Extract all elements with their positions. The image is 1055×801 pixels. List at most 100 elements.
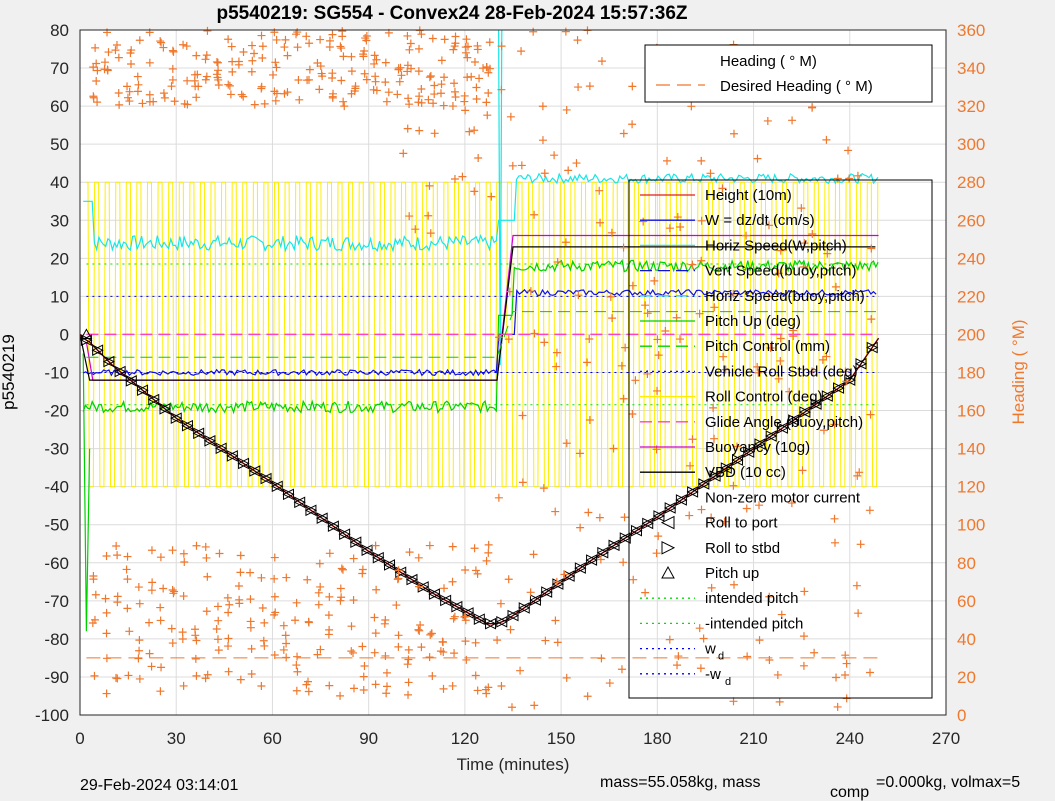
heading-point: [449, 45, 458, 54]
heading-point: [258, 42, 267, 51]
heading-point: [608, 314, 617, 323]
heading-point: [336, 42, 345, 51]
heading-point: [518, 478, 527, 487]
heading-point: [652, 549, 661, 558]
heading-point: [576, 523, 585, 532]
heading-point: [156, 616, 165, 625]
heading-point: [799, 661, 808, 670]
roll-marker: [484, 617, 497, 630]
legend-swatch: [661, 565, 675, 579]
heading-point: [236, 568, 245, 577]
heading-point: [448, 577, 457, 586]
heading-point: [654, 351, 663, 360]
heading-point: [406, 39, 415, 48]
heading-point: [135, 646, 144, 655]
heading-point: [325, 42, 334, 51]
x-tick-label: 180: [643, 729, 671, 748]
heading-point: [665, 224, 674, 233]
heading-point: [753, 154, 762, 163]
heading-point: [414, 553, 423, 562]
heading-point: [776, 246, 785, 255]
heading-point: [800, 239, 809, 248]
heading-point: [194, 82, 203, 91]
roll-marker: [607, 539, 620, 552]
pitch-control-line: [86, 311, 879, 358]
heading-point: [213, 635, 222, 644]
roll-marker: [360, 544, 373, 557]
roll-marker: [866, 341, 878, 354]
heading-point: [89, 572, 98, 581]
heading-point: [426, 229, 435, 238]
heading-point: [272, 63, 281, 72]
heading-point: [257, 82, 266, 91]
heading-point: [774, 269, 783, 278]
legend-label: W = dz/dt (cm/s): [705, 212, 815, 229]
legend-label: Roll to port: [705, 515, 778, 532]
heading-point: [201, 75, 210, 84]
heading-point: [381, 58, 390, 67]
heading-point: [562, 439, 571, 448]
heading-point: [822, 352, 831, 361]
heading-point: [574, 83, 583, 92]
heading-point: [551, 616, 560, 625]
heading-point: [785, 387, 794, 396]
heading-point: [214, 75, 223, 84]
roll-marker: [540, 586, 553, 598]
heading-point: [270, 87, 279, 96]
heading-point: [228, 67, 237, 76]
heading-point: [247, 644, 256, 653]
heading-point: [339, 97, 348, 106]
heading-point: [359, 52, 368, 61]
heading-point: [719, 352, 728, 361]
heading-point: [439, 101, 448, 110]
heading-point: [270, 592, 279, 601]
heading-point: [526, 588, 535, 597]
heading-point: [170, 587, 179, 596]
roll-marker: [203, 435, 216, 447]
y-tick-label: -30: [44, 440, 69, 459]
heading-point: [292, 686, 301, 695]
x-axis-label: Time (minutes): [457, 755, 570, 774]
heading-point: [234, 582, 243, 591]
heading-point: [403, 31, 412, 40]
y-tick-label: 80: [50, 21, 69, 40]
heading-point: [202, 51, 211, 60]
heading-point: [384, 88, 393, 97]
heading-point: [258, 604, 267, 613]
heading-point: [585, 416, 594, 425]
heading-point: [295, 95, 304, 104]
heading-point: [799, 632, 808, 641]
heading-point: [541, 636, 550, 645]
heading-point: [102, 654, 111, 663]
roll-marker: [170, 412, 182, 424]
heading-point: [620, 513, 629, 522]
heading-point: [349, 554, 358, 563]
heading-point: [729, 129, 738, 138]
heading-point: [619, 243, 628, 252]
heading-point: [707, 513, 716, 522]
heading-point: [451, 93, 460, 102]
y2-tick-label: 80: [957, 554, 976, 573]
heading-point: [370, 613, 379, 622]
heading-point: [856, 540, 865, 549]
heading-point: [505, 287, 514, 296]
roll-marker: [854, 358, 867, 370]
heading-point: [415, 626, 424, 635]
heading-point: [114, 53, 123, 62]
heading-point: [403, 67, 412, 76]
heading-point: [225, 81, 234, 90]
heading-point: [552, 362, 561, 371]
heading-point: [123, 575, 132, 584]
heading-point: [225, 600, 234, 609]
horiz-speed-line: [83, 172, 879, 253]
heading-point: [436, 89, 445, 98]
heading-point: [302, 680, 311, 689]
heading-point: [239, 92, 248, 101]
heading-point: [270, 574, 279, 583]
y-tick-label: 50: [50, 135, 69, 154]
heading-point: [696, 664, 705, 673]
y2-tick-label: 60: [957, 592, 976, 611]
heading-point: [315, 559, 324, 568]
heading-point: [382, 97, 391, 106]
heading-point: [451, 39, 460, 48]
